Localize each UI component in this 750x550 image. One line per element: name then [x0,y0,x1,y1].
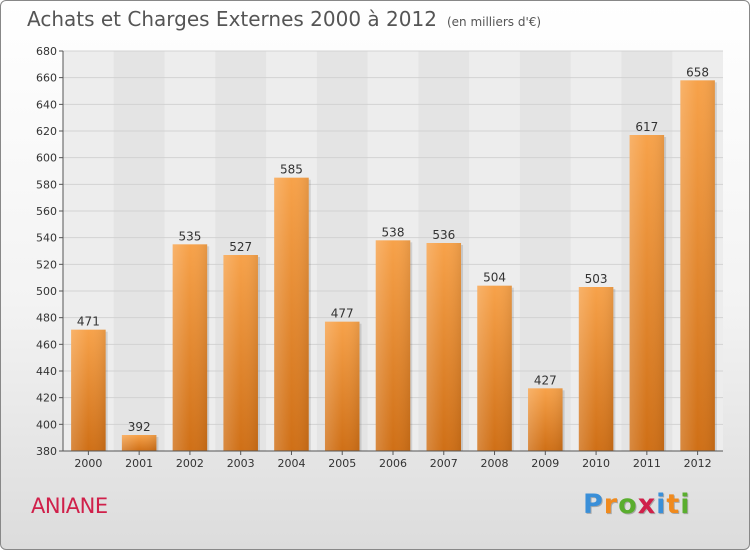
logo-letter: x [637,489,657,520]
y-tick-label: 560 [36,205,57,218]
bar-highlight [578,287,614,451]
x-tick-label: 2000 [74,457,102,470]
x-tick-label: 2003 [227,457,255,470]
place-name: ANIANE [31,494,108,518]
x-tick-label: 2005 [328,457,356,470]
x-tick-label: 2007 [430,457,458,470]
bar-value-label: 503 [585,272,608,286]
chart-subtitle: (en milliers d'€) [446,15,542,29]
y-tick-label: 600 [36,152,57,165]
logo-letter: o [618,489,638,520]
y-tick-label: 580 [36,178,57,191]
x-tick-label: 2001 [125,457,153,470]
y-tick-label: 540 [36,232,57,245]
bar-value-label: 617 [635,120,658,134]
y-tick-label: 440 [36,365,57,378]
bar-value-label: 535 [178,229,201,243]
bar-value-label: 538 [382,225,405,239]
x-tick-label: 2006 [379,457,407,470]
y-tick-label: 640 [36,98,57,111]
bar-value-label: 504 [483,271,506,285]
y-tick-label: 420 [36,392,57,405]
logo-letter: r [603,489,619,520]
bar-highlight [71,329,106,451]
bar-highlight [680,80,715,451]
chart-title: Achats et Charges Externes 2000 à 2012 (e… [27,7,541,31]
x-tick-label: 2011 [633,457,661,470]
bar-highlight [375,240,411,451]
y-tick-label: 400 [36,418,57,431]
logo-letter: i [680,489,691,520]
y-tick-label: 480 [36,312,57,325]
bar-value-label: 536 [432,228,455,242]
y-tick-label: 660 [36,72,57,85]
logo-letter: P [583,489,604,520]
x-tick-label: 2002 [176,457,204,470]
bar-highlight [324,321,360,451]
y-tick-label: 460 [36,338,57,351]
logo-letter: i [656,489,667,520]
bar-value-label: 392 [128,420,151,434]
bar-value-label: 527 [229,240,252,254]
bar-highlight [477,285,512,451]
bar-highlight [274,177,309,451]
proxiti-logo: Proxiti [583,489,691,520]
bar-value-label: 585 [280,163,303,177]
plot-band [113,51,165,451]
logo-letter: t [666,489,681,520]
y-tick-label: 680 [36,45,57,58]
bar-value-label: 471 [77,315,100,329]
chart-title-text: Achats et Charges Externes 2000 à 2012 [27,7,437,31]
x-tick-label: 2010 [582,457,610,470]
bar-highlight [121,435,157,451]
bar-value-label: 658 [686,65,709,79]
x-tick-label: 2012 [684,457,712,470]
plot-band [519,51,571,451]
bar-value-label: 477 [331,307,354,321]
x-tick-label: 2009 [531,457,559,470]
bar-highlight [223,255,258,451]
bar-highlight [629,135,665,451]
y-tick-label: 500 [36,285,57,298]
y-tick-label: 620 [36,125,57,138]
bar-highlight [426,243,462,451]
axis-layer: 380 400 420 440 460 480 500 520 540 560 580 600 620 6… [36,45,723,470]
x-tick-label: 2008 [481,457,509,470]
bar-highlight [528,388,563,451]
y-tick-label: 520 [36,258,57,271]
y-tick-label: 380 [36,445,57,458]
bar-highlight [172,244,208,451]
x-tick-label: 2004 [277,457,305,470]
bars-layer: 471 392 535 527 585 477 538 536 504 427 503 617 658 [71,65,717,451]
bar-value-label: 427 [534,373,557,387]
